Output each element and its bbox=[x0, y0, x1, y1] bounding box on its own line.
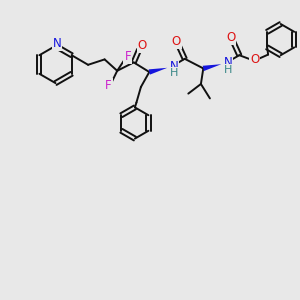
Text: H: H bbox=[224, 64, 232, 75]
Text: N: N bbox=[52, 37, 62, 50]
Text: N: N bbox=[224, 56, 232, 69]
Text: O: O bbox=[226, 31, 235, 44]
Text: H: H bbox=[169, 68, 178, 78]
Text: O: O bbox=[250, 53, 260, 66]
Text: O: O bbox=[137, 39, 147, 52]
Polygon shape bbox=[149, 68, 167, 75]
Text: F: F bbox=[124, 50, 131, 63]
Polygon shape bbox=[203, 64, 221, 71]
Text: N: N bbox=[169, 59, 178, 73]
Text: O: O bbox=[171, 35, 181, 48]
Text: F: F bbox=[105, 79, 112, 92]
